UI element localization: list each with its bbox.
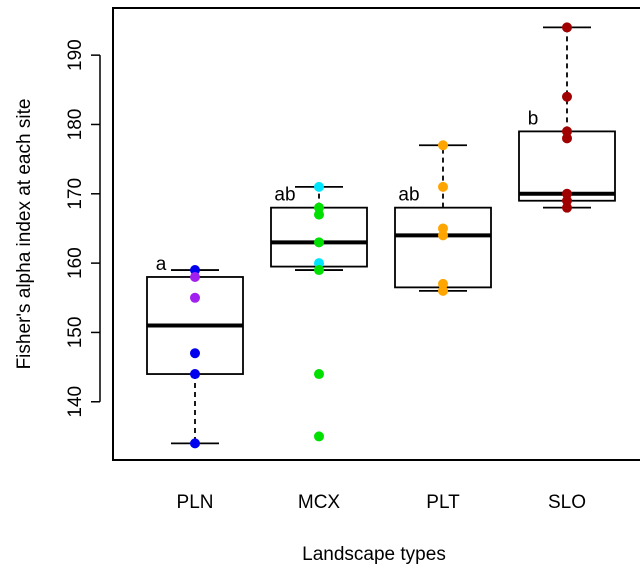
point bbox=[438, 140, 448, 151]
point bbox=[314, 369, 324, 380]
point bbox=[438, 285, 448, 296]
y-tick-label: 190 bbox=[65, 39, 86, 71]
group-label: ab bbox=[274, 185, 295, 206]
point bbox=[314, 431, 324, 442]
point bbox=[438, 223, 448, 234]
point bbox=[190, 265, 200, 276]
point bbox=[438, 181, 448, 192]
group-label: a bbox=[156, 254, 167, 275]
point bbox=[314, 258, 324, 269]
y-tick-label: 140 bbox=[65, 386, 86, 418]
point bbox=[562, 202, 572, 213]
group-label: b bbox=[528, 108, 539, 129]
point bbox=[314, 181, 324, 192]
point bbox=[562, 188, 572, 199]
point bbox=[190, 438, 200, 449]
point bbox=[314, 237, 324, 248]
point bbox=[562, 133, 572, 144]
box bbox=[394, 206, 492, 289]
point bbox=[314, 209, 324, 220]
group-label: ab bbox=[398, 185, 419, 206]
x-tick-label: MCX bbox=[298, 492, 341, 513]
point bbox=[438, 230, 448, 241]
x-tick-label: SLO bbox=[548, 492, 586, 513]
point bbox=[190, 369, 200, 380]
point bbox=[314, 202, 324, 213]
x-tick-label: PLT bbox=[426, 492, 460, 513]
y-tick-label: 180 bbox=[65, 109, 86, 141]
point bbox=[190, 292, 200, 303]
point bbox=[562, 22, 572, 33]
y-axis-title: Fisher's alpha index at each site bbox=[14, 99, 35, 370]
y-tick-label: 170 bbox=[65, 178, 86, 210]
plot-frame bbox=[112, 7, 640, 461]
x-axis-title: Landscape types bbox=[302, 544, 446, 565]
point bbox=[438, 278, 448, 289]
point bbox=[190, 348, 200, 359]
y-tick-label: 160 bbox=[65, 247, 86, 279]
point bbox=[190, 271, 200, 282]
x-tick-label: PLN bbox=[177, 492, 214, 513]
point bbox=[562, 195, 572, 206]
point bbox=[314, 265, 324, 276]
point bbox=[562, 126, 572, 137]
point bbox=[562, 91, 572, 102]
y-tick-label: 150 bbox=[65, 317, 86, 349]
